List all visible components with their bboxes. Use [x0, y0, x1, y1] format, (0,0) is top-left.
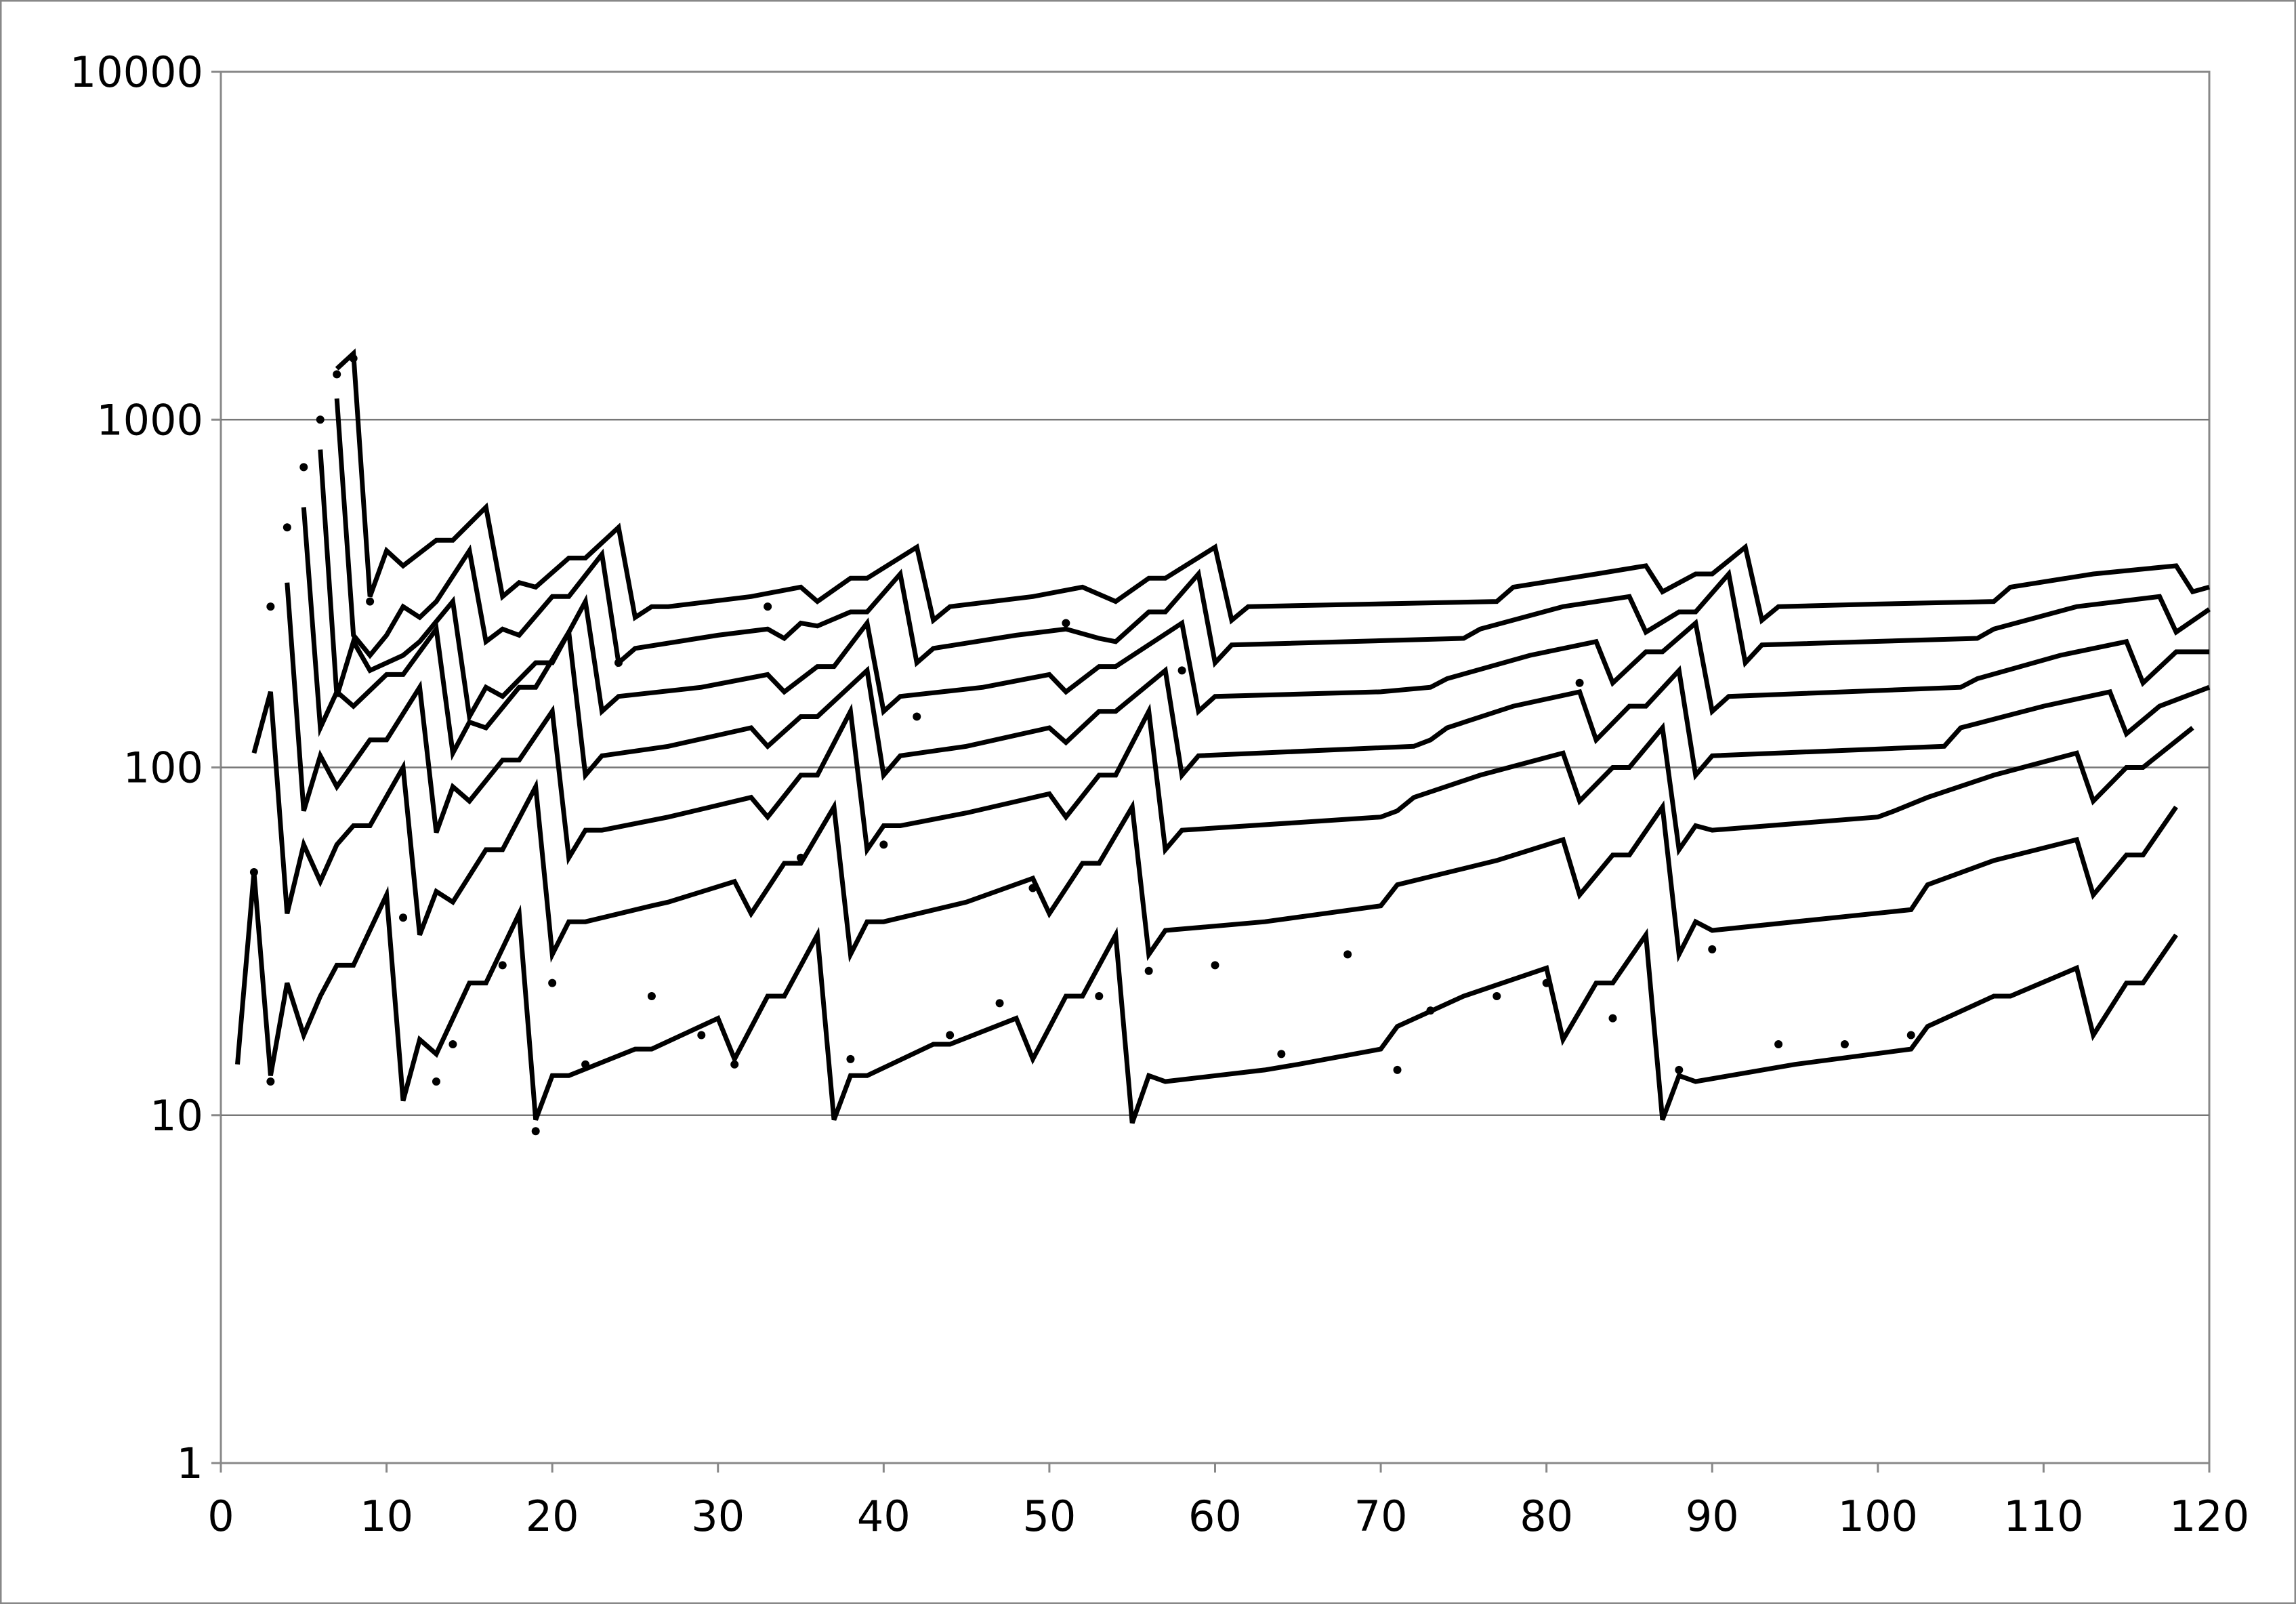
data-dot	[1608, 1014, 1617, 1023]
data-dot	[366, 597, 375, 606]
x-tick-label: 90	[1686, 1492, 1739, 1541]
data-dot	[299, 463, 308, 472]
data-dot	[1177, 666, 1186, 675]
x-tick-label: 80	[1520, 1492, 1573, 1541]
data-dot	[333, 370, 341, 379]
series-line	[301, 507, 2211, 781]
x-tick-label: 120	[2169, 1492, 2249, 1541]
data-dot	[730, 1060, 739, 1069]
series-line	[318, 449, 2209, 724]
data-dot	[1840, 1040, 1849, 1048]
data-dot	[946, 1031, 955, 1040]
data-dot	[531, 1127, 540, 1136]
data-dot	[1144, 966, 1153, 975]
data-dot	[581, 1060, 590, 1069]
x-tick-label: 30	[691, 1492, 745, 1541]
data-dot	[1906, 1031, 1915, 1040]
data-dot	[1575, 678, 1584, 687]
data-dot	[1062, 619, 1070, 628]
data-dot	[697, 1031, 706, 1040]
x-tick-label: 0	[207, 1492, 234, 1541]
y-tick-label: 100	[123, 743, 203, 793]
x-tick-label: 70	[1354, 1492, 1408, 1541]
series-line	[334, 398, 2211, 668]
data-dot	[913, 712, 921, 721]
series-line	[251, 691, 2178, 963]
x-tick-label: 20	[526, 1492, 579, 1541]
data-dot	[797, 853, 806, 862]
series-line	[335, 348, 2210, 625]
data-dot	[283, 523, 291, 532]
data-dot	[647, 992, 656, 1001]
data-dot	[1393, 1065, 1402, 1074]
data-dot	[399, 913, 408, 922]
series-line	[235, 871, 2178, 1124]
data-dot	[432, 1077, 440, 1086]
series-line	[285, 582, 2194, 865]
data-dot	[548, 979, 557, 987]
data-dot	[879, 840, 888, 849]
data-dot	[266, 1077, 275, 1086]
data-dot	[1426, 1006, 1435, 1015]
data-dot	[995, 999, 1004, 1008]
x-tick-label: 40	[857, 1492, 911, 1541]
data-dot	[1028, 884, 1037, 892]
x-tick-label: 10	[360, 1492, 413, 1541]
x-tick-label: 60	[1188, 1492, 1242, 1541]
data-dot	[1095, 992, 1104, 1001]
data-dot	[846, 1054, 855, 1063]
data-dot	[1343, 950, 1352, 959]
data-dot	[1277, 1050, 1286, 1058]
y-tick-label: 1	[177, 1439, 203, 1488]
data-dot	[614, 658, 623, 667]
x-tick-label: 50	[1022, 1492, 1076, 1541]
y-tick-label: 10000	[70, 47, 203, 97]
data-dot	[349, 354, 358, 363]
data-dot	[1211, 961, 1219, 970]
data-dot	[448, 1040, 457, 1048]
data-dot	[1774, 1040, 1783, 1048]
y-tick-label: 1000	[96, 395, 203, 445]
data-dot	[1675, 1065, 1684, 1074]
data-dot	[1708, 945, 1717, 953]
data-dot	[1493, 992, 1501, 1001]
data-dot	[266, 602, 275, 611]
x-tick-label: 100	[1838, 1492, 1918, 1541]
data-dot	[249, 868, 258, 877]
x-tick-label: 110	[2003, 1492, 2083, 1541]
data-dot	[1542, 979, 1551, 987]
data-dot	[498, 961, 507, 970]
data-dot	[764, 602, 772, 611]
y-tick-label: 10	[150, 1091, 203, 1140]
data-dot	[316, 415, 325, 424]
